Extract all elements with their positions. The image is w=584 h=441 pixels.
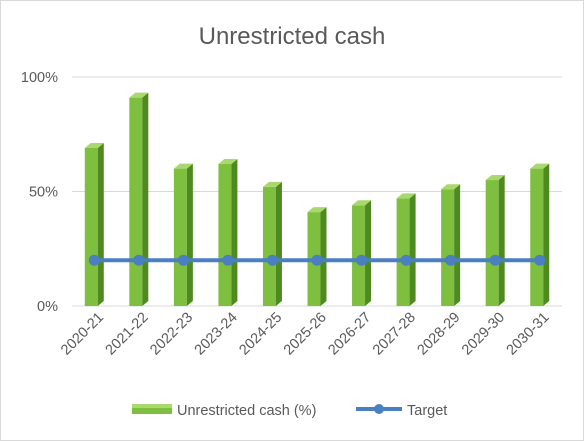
target-point[interactable] xyxy=(222,254,234,266)
target-point[interactable] xyxy=(311,254,323,266)
legend-swatch-bars xyxy=(132,404,172,414)
bar-front xyxy=(485,180,499,306)
target-point[interactable] xyxy=(177,254,189,266)
y-tick-label: 0% xyxy=(37,299,58,315)
legend-item-bars[interactable]: Unrestricted cash (%) xyxy=(132,403,316,419)
legend-swatch-bars-top xyxy=(132,404,172,408)
bar[interactable] xyxy=(218,159,238,306)
y-tick-labels: 0% 50% 100% xyxy=(21,70,58,315)
target-point[interactable] xyxy=(534,254,546,266)
bar-front xyxy=(84,147,98,306)
bar[interactable] xyxy=(173,163,193,306)
bar-side xyxy=(365,200,372,306)
target-point[interactable] xyxy=(133,254,145,266)
legend-marker-target xyxy=(374,404,384,414)
y-tick-label: 100% xyxy=(21,70,58,86)
bar-front xyxy=(441,189,455,306)
bar-top xyxy=(396,193,416,199)
bar-front xyxy=(173,168,187,306)
chart-title: Unrestricted cash xyxy=(199,23,386,50)
bar-side xyxy=(97,142,104,306)
bars xyxy=(84,92,550,306)
bar-side xyxy=(454,184,461,306)
bar-front xyxy=(396,198,410,306)
bar-side xyxy=(275,181,282,306)
bar[interactable] xyxy=(530,163,550,306)
bar[interactable] xyxy=(441,184,461,306)
target-point[interactable] xyxy=(88,254,100,266)
bar[interactable] xyxy=(352,200,372,306)
bar[interactable] xyxy=(396,193,416,306)
legend-label-target: Target xyxy=(407,403,447,419)
bar-side xyxy=(543,163,550,306)
bar-front xyxy=(129,97,143,306)
bar-side xyxy=(186,163,193,306)
bar-top xyxy=(129,92,149,98)
bar[interactable] xyxy=(129,92,149,306)
bar-side xyxy=(409,193,416,306)
bar-top xyxy=(485,175,505,181)
bar[interactable] xyxy=(84,142,104,306)
target-point[interactable] xyxy=(489,254,501,266)
target-point[interactable] xyxy=(445,254,457,266)
bar-top xyxy=(307,207,327,213)
bar-top xyxy=(441,184,461,190)
target-point[interactable] xyxy=(400,254,412,266)
legend: Unrestricted cash (%) Target xyxy=(132,403,447,419)
legend-item-target[interactable]: Target xyxy=(356,403,447,419)
bar-top xyxy=(262,181,282,187)
bar-front xyxy=(530,168,544,306)
y-tick-label: 50% xyxy=(29,185,58,201)
bar-side xyxy=(231,159,238,306)
bar-side xyxy=(498,175,505,306)
legend-label-bars: Unrestricted cash (%) xyxy=(177,403,316,419)
bar-top xyxy=(173,163,193,169)
bar-top xyxy=(352,200,372,206)
bar-front xyxy=(262,186,276,306)
bar-top xyxy=(84,142,104,148)
target-line xyxy=(88,254,546,266)
bar[interactable] xyxy=(262,181,282,306)
target-point[interactable] xyxy=(356,254,368,266)
bar-side xyxy=(320,207,327,306)
bar[interactable] xyxy=(485,175,505,306)
bar-side xyxy=(142,92,149,306)
target-point[interactable] xyxy=(266,254,278,266)
bar-top xyxy=(530,163,550,169)
bar-top xyxy=(218,159,238,165)
bar-front xyxy=(218,164,232,306)
